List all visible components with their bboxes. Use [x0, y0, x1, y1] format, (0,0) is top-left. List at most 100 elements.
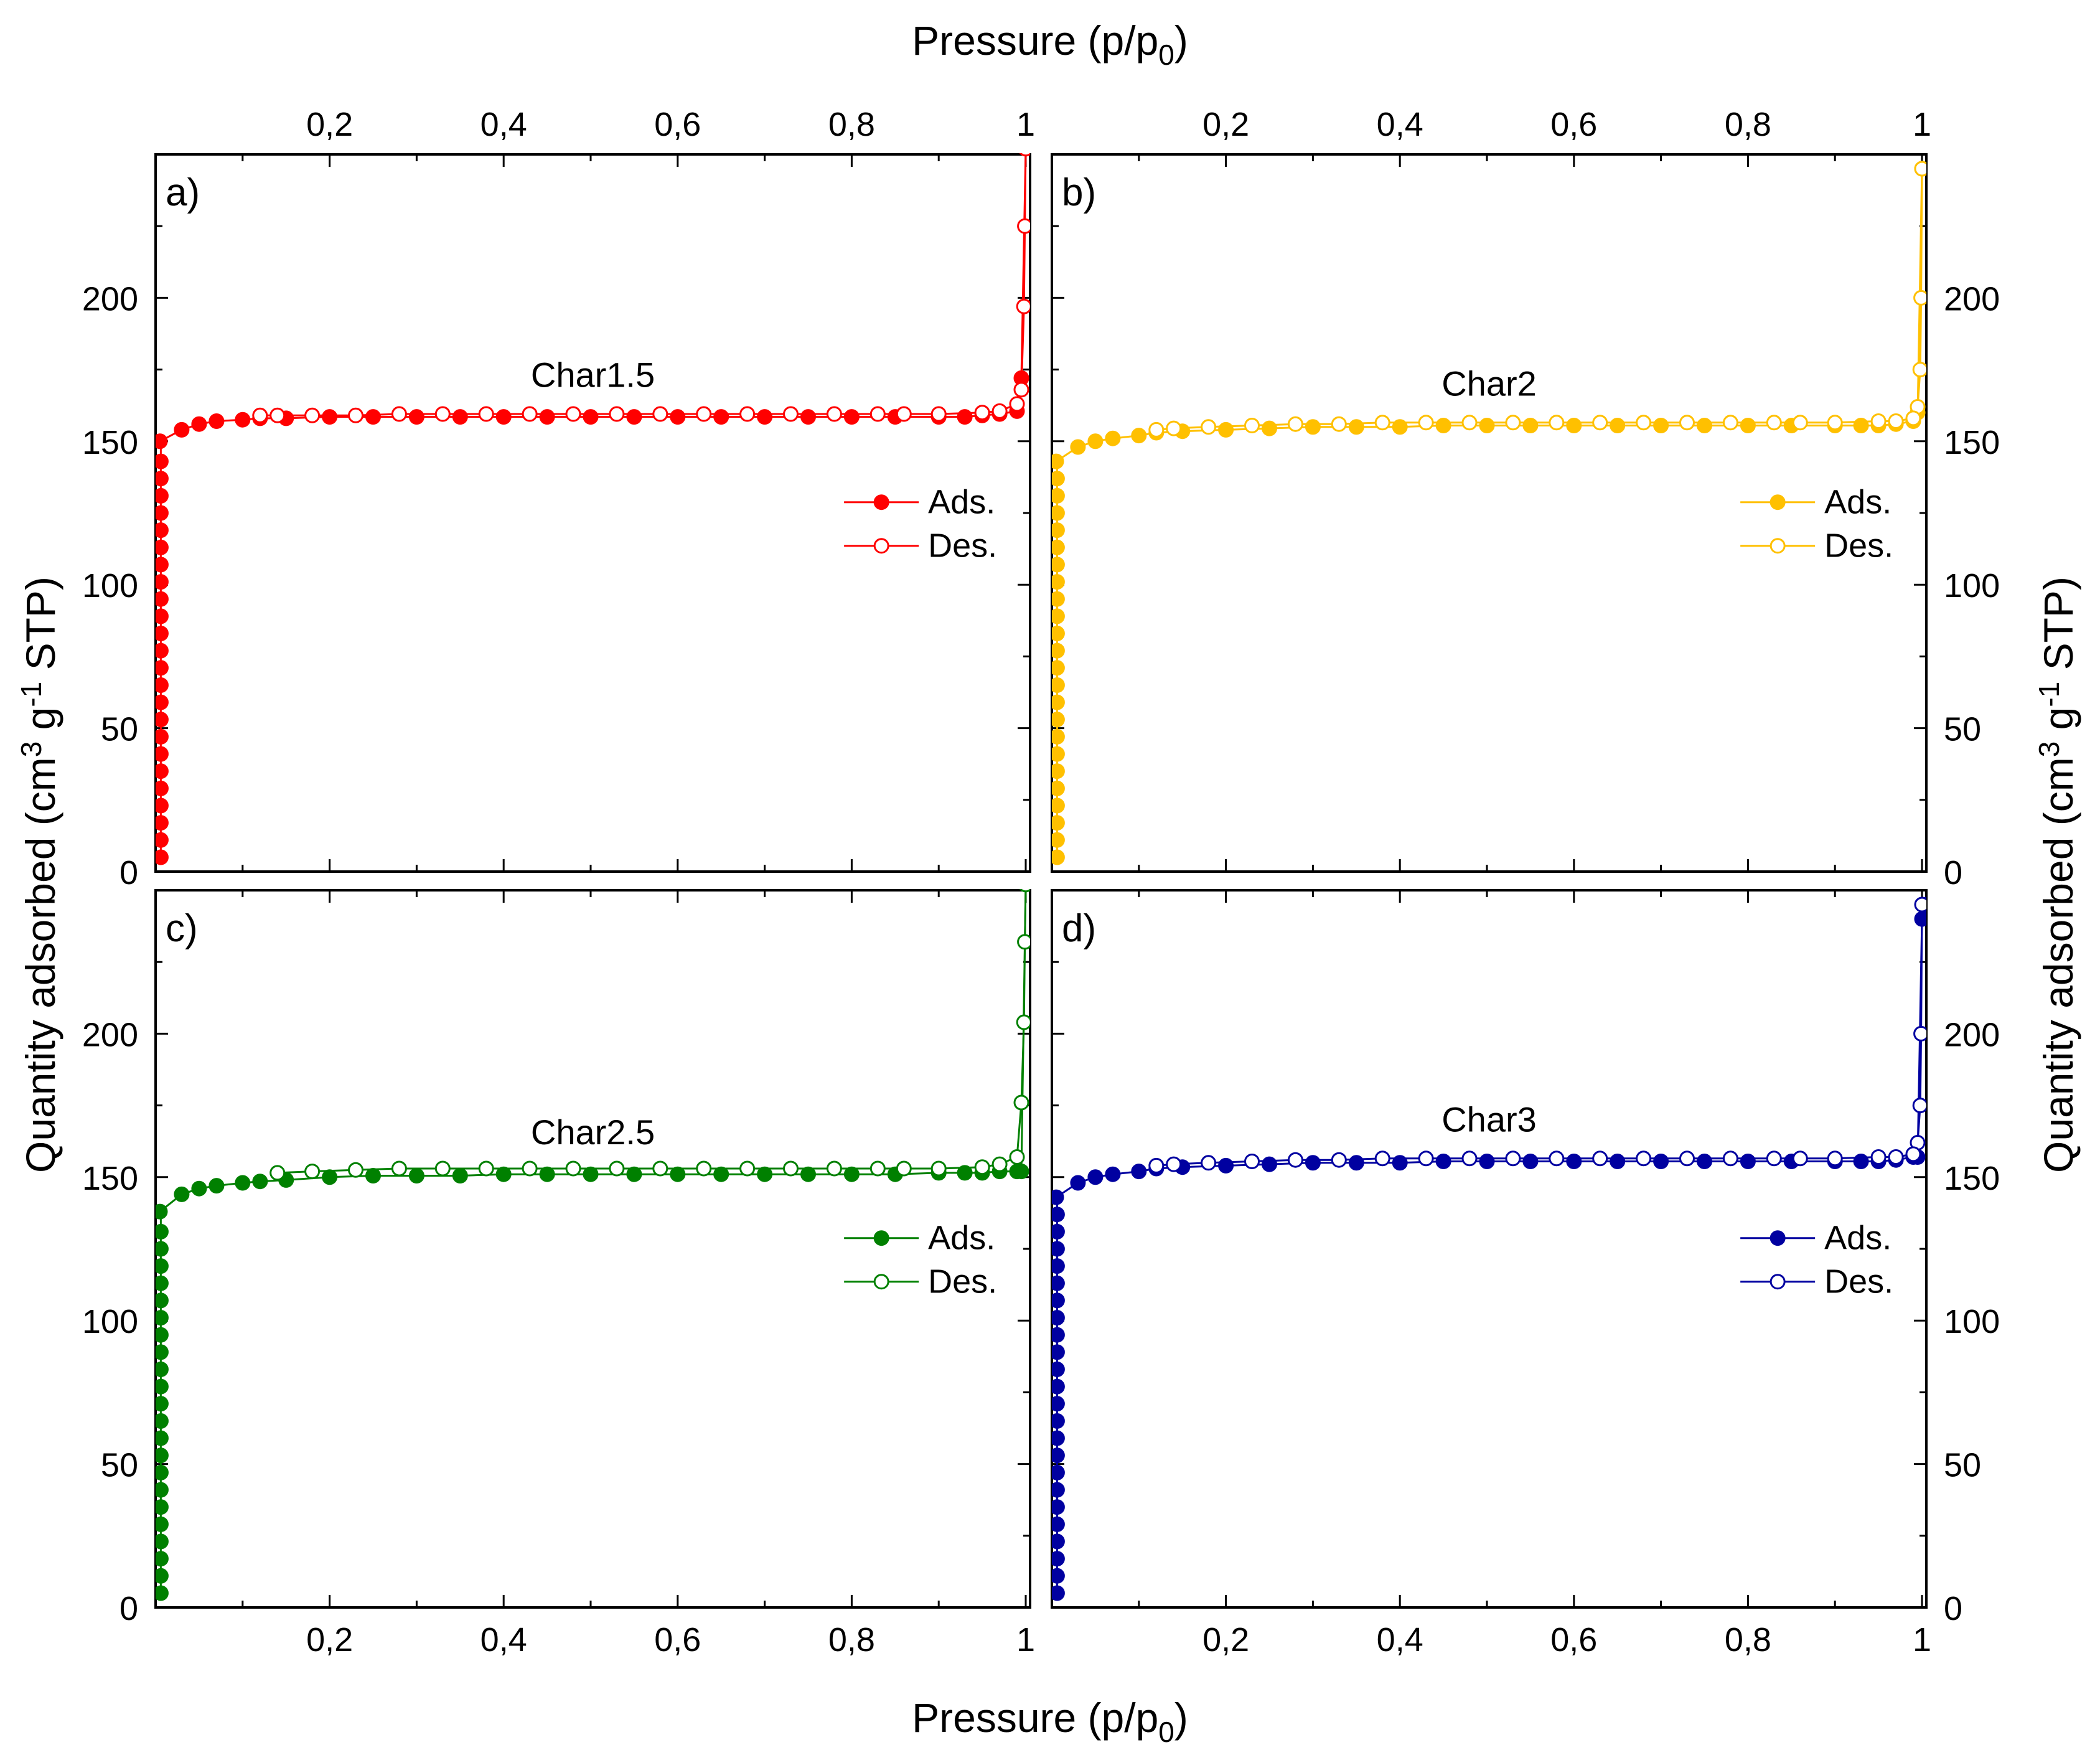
legend-des-marker	[873, 538, 889, 554]
ads-point	[957, 1165, 973, 1181]
ads-point	[800, 409, 816, 425]
panel-label: b)	[1062, 171, 1096, 214]
ads-point	[1653, 1154, 1669, 1169]
x-tick-label: 1	[1913, 1621, 1931, 1659]
des-point	[348, 1162, 363, 1178]
des-point	[1009, 1149, 1025, 1165]
y-tick-label: 50	[101, 711, 138, 748]
des-point	[348, 407, 363, 423]
legend-label: Des.	[1824, 1263, 1893, 1301]
ads-point	[252, 1174, 268, 1190]
des-point	[270, 407, 286, 423]
panel-d: 0 50 100 150 200 0,2 0,4 0,6 0,8 1 d) Char3 Ads. Des.	[1051, 889, 2000, 1659]
ads-point	[235, 412, 251, 428]
des-point	[826, 406, 842, 422]
ads-point	[670, 1166, 686, 1182]
series-group	[1052, 161, 1926, 865]
des-point	[1244, 418, 1260, 433]
des-point	[391, 406, 407, 422]
des-point	[1827, 1150, 1843, 1167]
y-tick-label: 150	[82, 424, 138, 461]
sample-label: Char2.5	[531, 1113, 655, 1152]
des-point	[1888, 1149, 1904, 1165]
plot-frame-c	[154, 889, 1031, 1609]
panel-label: d)	[1062, 907, 1096, 950]
ads-point	[539, 1166, 555, 1182]
des-point	[1013, 382, 1029, 398]
y-tick-label: 150	[82, 1160, 138, 1197]
legend-des-marker	[873, 1274, 889, 1290]
ads-point	[539, 409, 555, 425]
des-point	[252, 407, 268, 423]
ads-point	[1070, 439, 1086, 455]
ads-point	[1013, 1164, 1029, 1180]
ads-point	[191, 1180, 207, 1197]
ads-point	[1435, 1154, 1451, 1169]
panel-label: a)	[166, 171, 200, 214]
panel-a: 0 50 100 150 200 0,2 0,4 0,6 0,8 1 a) Char1.5 Ads. De…	[82, 106, 1035, 892]
ads-point	[1566, 1154, 1582, 1169]
ads-point	[626, 409, 642, 425]
x-tick-label: 0,8	[828, 1621, 875, 1659]
des-point	[870, 1160, 886, 1177]
ads-point	[1070, 1175, 1086, 1191]
ads-point	[191, 416, 207, 432]
y-tick-label: 200	[82, 280, 138, 318]
des-point	[391, 1160, 407, 1177]
y-tick-label: 0	[1944, 854, 1962, 892]
ads-point	[1131, 428, 1147, 444]
ads-point	[235, 1175, 251, 1191]
des-point	[522, 1160, 538, 1177]
ads-point	[1218, 421, 1234, 438]
des-point	[609, 406, 625, 422]
des-point	[1636, 1150, 1652, 1167]
plot-frame-a	[154, 153, 1031, 873]
series-line-des	[1156, 168, 1923, 431]
ads-point	[626, 1166, 642, 1182]
des-point	[1505, 415, 1521, 431]
des-point	[1912, 362, 1926, 378]
plot-frame-d	[1051, 889, 1928, 1609]
des-point	[1016, 1014, 1030, 1030]
ads-point	[713, 409, 729, 425]
legend-label: Ads.	[1824, 484, 1891, 521]
ads-point	[408, 409, 424, 425]
ads-point	[322, 409, 338, 425]
des-point	[930, 1160, 947, 1177]
right-axis-title: Quantity adsorbed (cm3 g-1 STP)	[2033, 576, 2081, 1173]
des-point	[1148, 1157, 1165, 1174]
series-line-ads	[159, 153, 1027, 443]
ads-point	[1305, 419, 1321, 435]
ads-point	[713, 1166, 729, 1182]
ads-point	[1305, 1155, 1321, 1171]
des-point	[1461, 415, 1478, 431]
ads-point	[800, 1166, 816, 1182]
des-point	[1331, 416, 1347, 432]
panel-label: c)	[166, 907, 198, 950]
des-point	[1592, 1150, 1608, 1167]
x-tick-label: 1	[1913, 106, 1931, 143]
ads-point	[1522, 1154, 1539, 1169]
des-point	[1792, 1150, 1808, 1167]
des-point	[1418, 1150, 1434, 1167]
y-tick-label: 50	[1944, 1447, 1981, 1484]
des-point	[522, 406, 538, 422]
x-tick-label: 0,6	[1550, 106, 1597, 143]
panel-c: 0 50 100 150 200 0,2 0,4 0,6 0,8 1 c) Char2.5 Ads. De…	[82, 889, 1035, 1659]
ads-point	[408, 1168, 424, 1183]
ads-point	[1610, 1154, 1626, 1169]
x-tick-label: 0,6	[654, 1621, 701, 1659]
ads-point	[1262, 420, 1277, 436]
des-point	[1016, 298, 1030, 314]
des-point	[1331, 1152, 1347, 1168]
bottom-axis-title: Pressure (p/p0)	[912, 1695, 1188, 1748]
des-point	[1017, 218, 1030, 234]
x-tick-label: 0,8	[1725, 106, 1771, 143]
ads-point	[495, 409, 512, 425]
x-tick-label: 0,6	[1550, 1621, 1597, 1659]
ads-point	[365, 1168, 381, 1183]
des-point	[1166, 1156, 1182, 1172]
ads-point	[1479, 418, 1495, 433]
des-point	[1905, 1146, 1921, 1162]
ads-point	[1479, 1154, 1495, 1169]
